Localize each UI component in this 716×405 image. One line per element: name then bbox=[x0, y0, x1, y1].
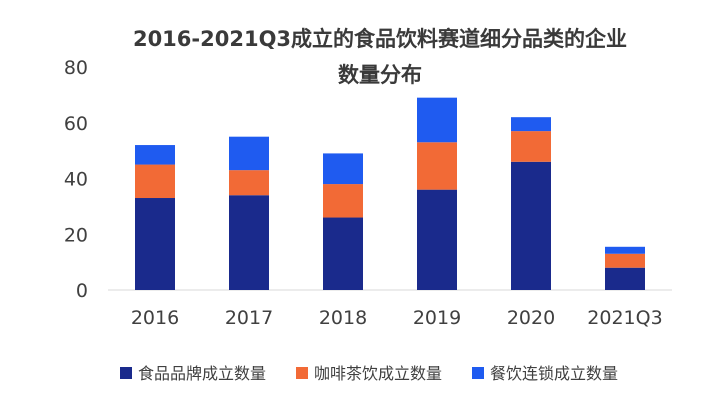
bar-segment-1-2021Q3 bbox=[605, 267, 645, 290]
legend-label: 咖啡茶饮成立数量 bbox=[314, 364, 442, 383]
bar-segment-1-2019 bbox=[417, 189, 457, 290]
bar-segment-1-2016 bbox=[135, 198, 175, 290]
legend-swatch bbox=[472, 367, 484, 379]
legend-swatch bbox=[296, 367, 308, 379]
y-tick-label: 20 bbox=[64, 224, 88, 246]
bar-segment-3-2021Q3 bbox=[605, 246, 645, 254]
bar-segment-3-2016 bbox=[135, 145, 175, 165]
x-tick-label: 2021Q3 bbox=[587, 307, 662, 329]
legend: 食品品牌成立数量 咖啡茶饮成立数量 餐饮连锁成立数量 bbox=[120, 364, 618, 383]
bars bbox=[135, 97, 645, 290]
bar-segment-2-2016 bbox=[135, 164, 175, 199]
bar-segment-1-2020 bbox=[511, 161, 551, 290]
bar-segment-3-2017 bbox=[229, 136, 269, 171]
x-tick-label: 2020 bbox=[507, 307, 555, 329]
bar-segment-2-2019 bbox=[417, 142, 457, 190]
legend-label: 食品品牌成立数量 bbox=[138, 364, 266, 383]
y-tick-label: 60 bbox=[64, 113, 88, 135]
bar-segment-3-2020 bbox=[511, 117, 551, 132]
bar-segment-2-2017 bbox=[229, 170, 269, 196]
x-tick-label: 2018 bbox=[319, 307, 367, 329]
y-axis: 0 20 40 60 80 bbox=[64, 57, 88, 302]
chart-title: 2016-2021Q3成立的食品饮料赛道细分品类的企业 bbox=[133, 27, 627, 51]
bar-segment-2-2021Q3 bbox=[605, 253, 645, 268]
y-tick-label: 80 bbox=[64, 57, 88, 79]
x-tick-label: 2016 bbox=[131, 307, 179, 329]
bar-segment-3-2018 bbox=[323, 153, 363, 185]
y-tick-label: 0 bbox=[76, 280, 88, 302]
bar-segment-2-2018 bbox=[323, 184, 363, 218]
bar-segment-2-2020 bbox=[511, 131, 551, 162]
bar-segment-3-2019 bbox=[417, 97, 457, 143]
x-tick-label: 2019 bbox=[413, 307, 461, 329]
x-axis: 2016 2017 2018 2019 2020 2021Q3 bbox=[131, 307, 663, 329]
legend-label: 餐饮连锁成立数量 bbox=[490, 364, 618, 383]
legend-swatch bbox=[120, 367, 132, 379]
chart-subtitle: 数量分布 bbox=[338, 63, 422, 87]
y-tick-label: 40 bbox=[64, 169, 88, 191]
bar-segment-1-2017 bbox=[229, 195, 269, 290]
x-tick-label: 2017 bbox=[225, 307, 273, 329]
bar-segment-1-2018 bbox=[323, 217, 363, 290]
